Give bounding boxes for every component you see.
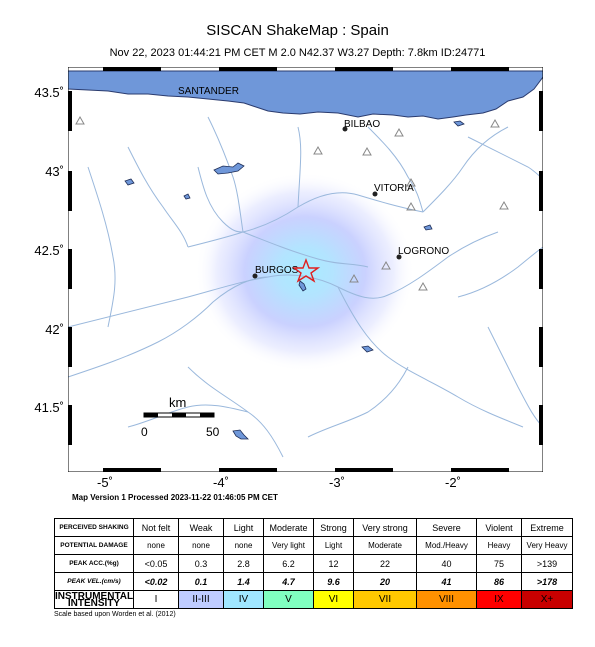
legend-header-damage: POTENTIAL DAMAGE (54, 536, 134, 555)
lon-label-minus5: -5˚ (97, 475, 113, 490)
legend-cell: 41 (416, 572, 477, 591)
legend-mmi-cell: I (133, 590, 179, 609)
legend-mmi-cell: V (263, 590, 314, 609)
scale-reference: Scale based upon Worden et al. (2012) (54, 611, 176, 618)
legend-row-intensity: INSTRUMENTAL INTENSITY I II-III IV V VI … (54, 590, 573, 609)
legend-cell: none (223, 536, 264, 555)
lon-label-minus3: -3˚ (329, 475, 345, 490)
legend-cell: Very strong (353, 518, 417, 537)
legend-cell: 20 (353, 572, 417, 591)
legend-cell: >139 (521, 554, 573, 573)
reservoirs (124, 120, 465, 440)
legend-row-vel: PEAK VEL.(cm/s) <0.02 0.1 1.4 4.7 9.6 20… (54, 572, 573, 591)
legend-cell: 86 (476, 572, 522, 591)
legend-cell: Heavy (476, 536, 522, 555)
legend-cell: Extreme (521, 518, 573, 537)
legend-cell: Mod./Heavy (416, 536, 477, 555)
city-label-vitoria: VITORIA (374, 183, 414, 194)
legend-mmi-cell: II-III (178, 590, 224, 609)
legend-cell: 0.1 (178, 572, 224, 591)
city-markers (252, 126, 402, 279)
legend-cell: Violent (476, 518, 522, 537)
lon-label-minus4: -4˚ (213, 475, 229, 490)
city-label-bilbao: BILBAO (344, 119, 380, 130)
scale-bar-start: 0 (141, 425, 148, 439)
legend-cell: <0.05 (133, 554, 179, 573)
legend-cell: 40 (416, 554, 477, 573)
legend-cell: 75 (476, 554, 522, 573)
lat-label-43: 43˚ (45, 164, 64, 179)
legend-cell: Weak (178, 518, 224, 537)
event-details: Nov 22, 2023 01:44:21 PM CET M 2.0 N42.3… (109, 47, 486, 59)
legend-cell: 4.7 (263, 572, 314, 591)
legend-header-acc: PEAK ACC.(%g) (54, 554, 134, 573)
legend-cell: <0.02 (133, 572, 179, 591)
lon-label-minus2: -2˚ (445, 475, 461, 490)
legend-header-vel: PEAK VEL.(cm/s) (54, 572, 134, 591)
legend-mmi-cell: IV (223, 590, 264, 609)
legend-cell: 22 (353, 554, 417, 573)
scale-bar (143, 412, 215, 418)
legend-header-intensity: INSTRUMENTAL INTENSITY (54, 590, 134, 609)
lat-label-42-5: 42.5˚ (34, 243, 64, 258)
city-label-burgos: BURGOS (255, 265, 299, 276)
legend-cell: Severe (416, 518, 477, 537)
legend-mmi-cell: VII (353, 590, 417, 609)
legend-cell: 2.8 (223, 554, 264, 573)
sea (68, 70, 543, 120)
legend-cell: 1.4 (223, 572, 264, 591)
intensity-field (195, 172, 415, 372)
map-frame (68, 67, 543, 472)
legend-cell: Very light (263, 536, 314, 555)
legend-header-shaking: PERCEIVED SHAKING (54, 518, 134, 537)
lat-label-42: 42˚ (45, 322, 64, 337)
legend-cell: Moderate (263, 518, 314, 537)
legend-mmi-cell: X+ (521, 590, 573, 609)
legend-row-damage: POTENTIAL DAMAGE none none none Very lig… (54, 536, 573, 555)
legend-cell: 0.3 (178, 554, 224, 573)
map-version: Map Version 1 Processed 2023-11-22 01:46… (72, 493, 278, 502)
map-title: SISCAN ShakeMap : Spain (206, 22, 389, 39)
legend-cell: Not felt (133, 518, 179, 537)
legend-cell: none (133, 536, 179, 555)
legend-mmi-cell: VIII (416, 590, 477, 609)
shakemap: SANTANDER BILBAO VITORIA LOGRONO BURGOS … (68, 67, 543, 472)
legend-cell: 12 (313, 554, 354, 573)
legend-cell: Very Heavy (521, 536, 573, 555)
intensity-legend: PERCEIVED SHAKING Not felt Weak Light Mo… (54, 518, 573, 609)
scale-bar-end: 50 (206, 425, 220, 439)
legend-mmi-cell: IX (476, 590, 522, 609)
city-label-logrono: LOGRONO (398, 246, 449, 257)
lat-label-41-5: 41.5˚ (34, 400, 64, 415)
legend-row-shaking: PERCEIVED SHAKING Not felt Weak Light Mo… (54, 518, 573, 537)
legend-cell: Moderate (353, 536, 417, 555)
legend-cell: >178 (521, 572, 573, 591)
legend-cell: 6.2 (263, 554, 314, 573)
legend-cell: Light (223, 518, 264, 537)
epicenter-star (291, 258, 321, 283)
legend-mmi-cell: VI (313, 590, 354, 609)
legend-row-acc: PEAK ACC.(%g) <0.05 0.3 2.8 6.2 12 22 40… (54, 554, 573, 573)
legend-cell: none (178, 536, 224, 555)
lat-label-43-5: 43.5˚ (34, 85, 64, 100)
legend-cell: Light (313, 536, 354, 555)
scale-bar-unit: km (169, 395, 186, 410)
legend-cell: 9.6 (313, 572, 354, 591)
city-label-santander: SANTANDER (178, 86, 239, 97)
seismic-stations (75, 115, 509, 291)
legend-cell: Strong (313, 518, 354, 537)
